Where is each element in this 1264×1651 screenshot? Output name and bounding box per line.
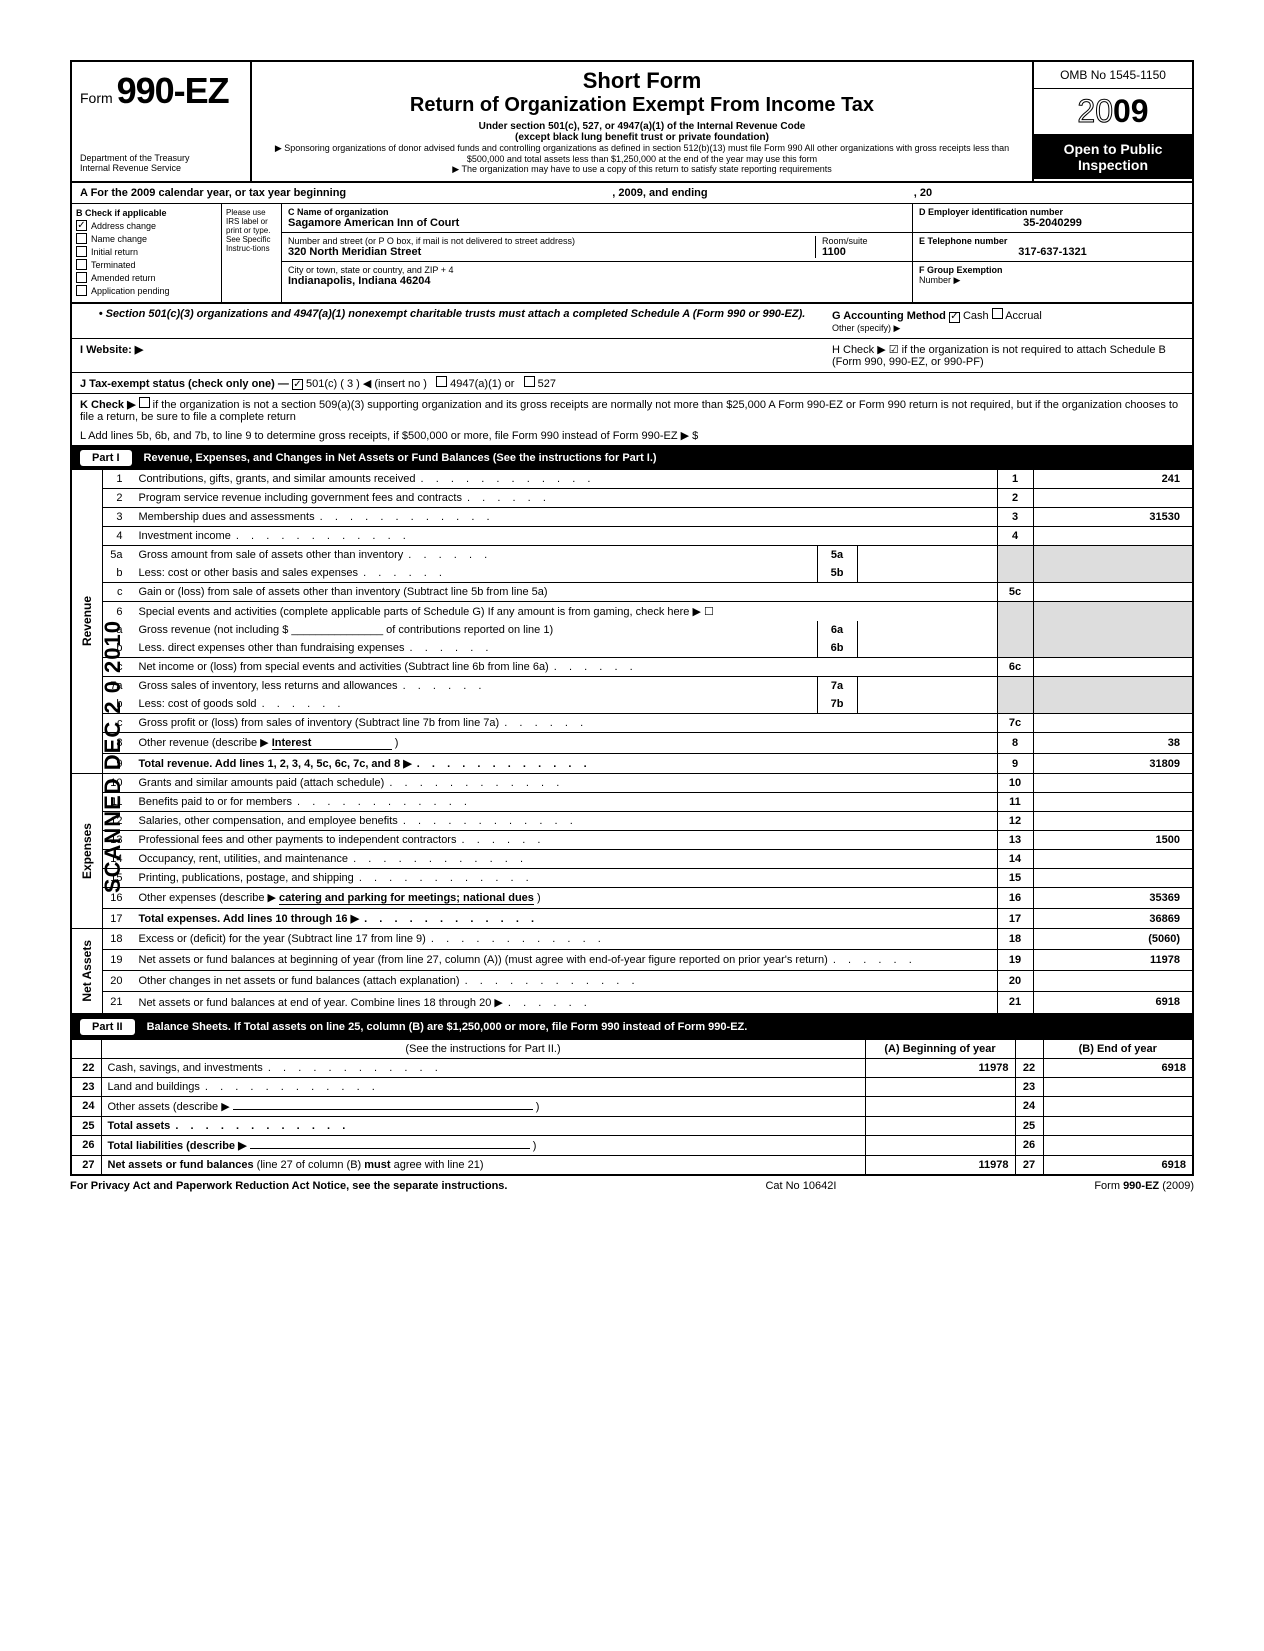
check-pending[interactable]: Application pending <box>76 285 217 296</box>
accounting-other: Other (specify) ▶ <box>832 323 1184 334</box>
box-c-label: C Name of organization <box>288 207 906 217</box>
line-l: L Add lines 5b, 6b, and 7b, to line 9 to… <box>70 426 1194 446</box>
org-name: Sagamore American Inn of Court <box>288 217 906 229</box>
box-f-sub: Number ▶ <box>919 275 1186 286</box>
line-17-value: 36869 <box>1033 909 1193 929</box>
form-number: Form 990-EZ <box>80 70 242 112</box>
website-line: I Website: ▶ <box>80 343 824 356</box>
line-8-desc: Interest <box>272 737 392 750</box>
line-3-value: 31530 <box>1033 508 1193 527</box>
city-label: City or town, state or country, and ZIP … <box>288 265 906 275</box>
city-state-zip: Indianapolis, Indiana 46204 <box>288 275 906 287</box>
line-16-value: 35369 <box>1033 888 1193 909</box>
irs-label-instruction: Please use IRS label or print or type. S… <box>222 204 282 302</box>
balance-sheet-table: (See the instructions for Part II.)(A) B… <box>70 1039 1194 1176</box>
omb-number: OMB No 1545-1150 <box>1034 62 1192 89</box>
line-2-value <box>1033 489 1193 508</box>
schedule-b-check: H Check ▶ ☑ if the organization is not r… <box>824 343 1184 368</box>
telephone: 317-637-1321 <box>919 246 1186 258</box>
box-e-label: E Telephone number <box>919 236 1186 246</box>
info-block: B Check if applicable ✓Address change Na… <box>70 204 1194 304</box>
row-a-calendar-year: A For the 2009 calendar year, or tax yea… <box>70 183 1194 204</box>
line-16-desc: catering and parking for meetings; natio… <box>279 892 534 905</box>
part2-instr: (See the instructions for Part II.) <box>101 1039 865 1058</box>
page-footer: For Privacy Act and Paperwork Reduction … <box>70 1176 1194 1196</box>
check-name-change[interactable]: Name change <box>76 233 217 244</box>
subtitle: Under section 501(c), 527, or 4947(a)(1)… <box>264 121 1020 143</box>
check-k[interactable] <box>139 397 150 408</box>
check-amended[interactable]: Amended return <box>76 272 217 283</box>
check-initial-return[interactable]: Initial return <box>76 246 217 257</box>
note2: ▶ The organization may have to use a cop… <box>264 164 1020 175</box>
line-8-value: 38 <box>1033 733 1193 754</box>
form-header: Form 990-EZ Department of the Treasury I… <box>70 60 1194 183</box>
dept-treasury: Department of the Treasury Internal Reve… <box>80 153 242 173</box>
title-short-form: Short Form <box>264 68 1020 94</box>
accounting-method: G Accounting Method ✓ Cash Accrual <box>832 308 1184 323</box>
line-9-value: 31809 <box>1033 754 1193 774</box>
room-suite: 1100 <box>822 246 906 258</box>
line-j: J Tax-exempt status (check only one) — ✓… <box>70 373 1194 395</box>
box-f-label: F Group Exemption <box>919 265 1186 275</box>
net-assets-label: Net Assets <box>78 932 96 1010</box>
expenses-label: Expenses <box>78 815 96 887</box>
tax-year: 2009 <box>1034 89 1192 135</box>
line-27-a: 11978 <box>865 1155 1015 1175</box>
col-b-header: B Check if applicable <box>76 208 217 218</box>
line-k: K Check ▶ if the organization is not a s… <box>70 394 1194 426</box>
revenue-label: Revenue <box>78 588 96 654</box>
check-501c[interactable]: ✓ <box>292 379 303 390</box>
room-label: Room/suite <box>822 236 906 246</box>
addr-label: Number and street (or P O box, if mail i… <box>288 236 809 246</box>
line-4-value <box>1033 527 1193 546</box>
check-4947[interactable] <box>436 376 447 387</box>
line-1-value: 241 <box>1033 470 1193 489</box>
check-cash[interactable]: ✓ <box>949 312 960 323</box>
schedule-a-note: • Section 501(c)(3) organizations and 49… <box>80 308 824 334</box>
scanned-stamp: SCANNED DEC 2 0 2010 <box>100 620 126 893</box>
line-27-b: 6918 <box>1043 1155 1193 1175</box>
line-21-value: 6918 <box>1033 991 1193 1014</box>
line-18-value: (5060) <box>1033 929 1193 950</box>
line-22-b: 6918 <box>1043 1058 1193 1077</box>
line-22-a: 11978 <box>865 1058 1015 1077</box>
part-2-header: Part II Balance Sheets. If Total assets … <box>70 1015 1194 1039</box>
part-1-header: Part I Revenue, Expenses, and Changes in… <box>70 446 1194 470</box>
open-inspection: Open to Public Inspection <box>1034 135 1192 179</box>
check-address-change[interactable]: ✓Address change <box>76 220 217 231</box>
note1: ▶ Sponsoring organizations of donor advi… <box>264 143 1020 164</box>
part-1-table: Revenue 1Contributions, gifts, grants, a… <box>70 470 1194 1015</box>
check-terminated[interactable]: Terminated <box>76 259 217 270</box>
street-address: 320 North Meridian Street <box>288 246 809 258</box>
check-527[interactable] <box>524 376 535 387</box>
title-return: Return of Organization Exempt From Incom… <box>264 94 1020 117</box>
ein: 35-2040299 <box>919 217 1186 229</box>
line-13-value: 1500 <box>1033 831 1193 850</box>
box-d-label: D Employer identification number <box>919 207 1186 217</box>
check-accrual[interactable] <box>992 308 1003 319</box>
line-19-value: 11978 <box>1033 949 1193 970</box>
